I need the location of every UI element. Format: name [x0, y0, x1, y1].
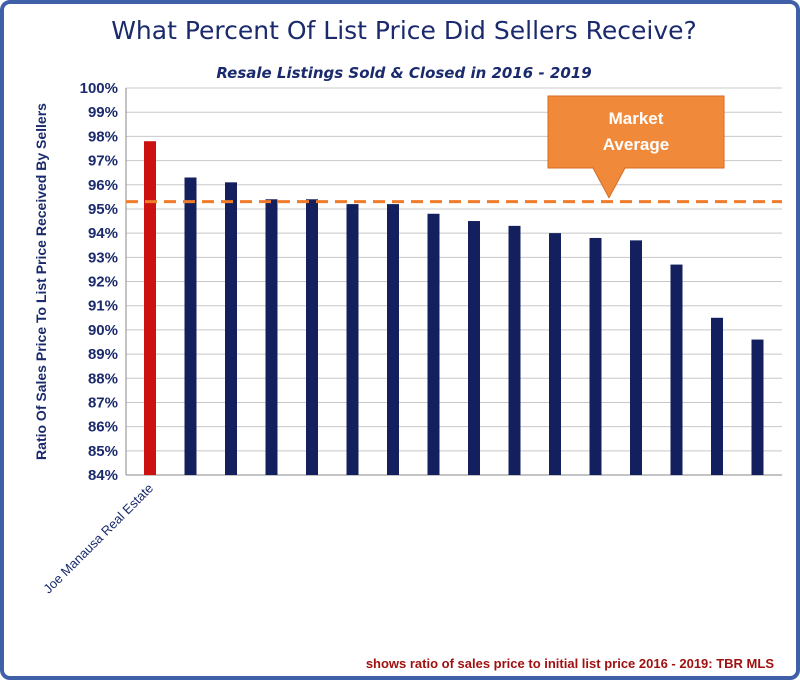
y-tick-label: 94% [88, 225, 118, 242]
y-tick-label: 87% [88, 394, 118, 411]
y-tick-label: 100% [80, 80, 118, 97]
y-axis-label: Ratio Of Sales Price To List Price Recei… [33, 103, 49, 460]
y-tick-label: 96% [88, 177, 118, 194]
bar [306, 199, 318, 475]
bar [265, 199, 278, 475]
y-tick-label: 84% [88, 467, 118, 484]
bar [751, 339, 764, 475]
bar [508, 225, 521, 475]
y-tick-label: 93% [88, 249, 118, 266]
y-tick-label: 99% [88, 104, 118, 121]
bar [670, 264, 683, 475]
market-average-callout [547, 95, 725, 199]
callout-label-line1: Market [609, 109, 664, 128]
y-tick-label: 89% [88, 346, 118, 363]
bar [468, 221, 480, 475]
chart-title: What Percent Of List Price Did Sellers R… [111, 16, 697, 45]
bar [387, 204, 399, 475]
y-tick-label: 88% [88, 370, 118, 387]
y-tick-label: 85% [88, 443, 118, 460]
footnote: shows ratio of sales price to initial li… [365, 656, 774, 671]
bar [589, 237, 602, 475]
y-tick-label: 86% [88, 419, 118, 436]
bar [549, 233, 561, 475]
bar [427, 213, 440, 475]
y-tick-label: 97% [88, 153, 118, 170]
bar [225, 182, 237, 476]
y-tick-label: 90% [88, 322, 118, 339]
bar [144, 141, 156, 475]
bar [630, 240, 642, 475]
y-tick-label: 91% [88, 298, 118, 315]
bar [184, 177, 197, 475]
callout-label-line2: Average [603, 135, 669, 154]
chart-subtitle: Resale Listings Sold & Closed in 2016 - … [216, 64, 592, 82]
bar-chart: 84% 85% 86% 87% 88% 89% 90% 91% 92% 93% 94% 95% 96% 9… [33, 80, 782, 597]
bar [711, 317, 723, 475]
y-tick-label: 95% [88, 201, 118, 218]
y-tick-label: 92% [88, 274, 118, 291]
x-tick-label: Joe Manausa Real Estate [40, 481, 156, 597]
bar [346, 204, 359, 475]
y-tick-label: 98% [88, 128, 118, 145]
